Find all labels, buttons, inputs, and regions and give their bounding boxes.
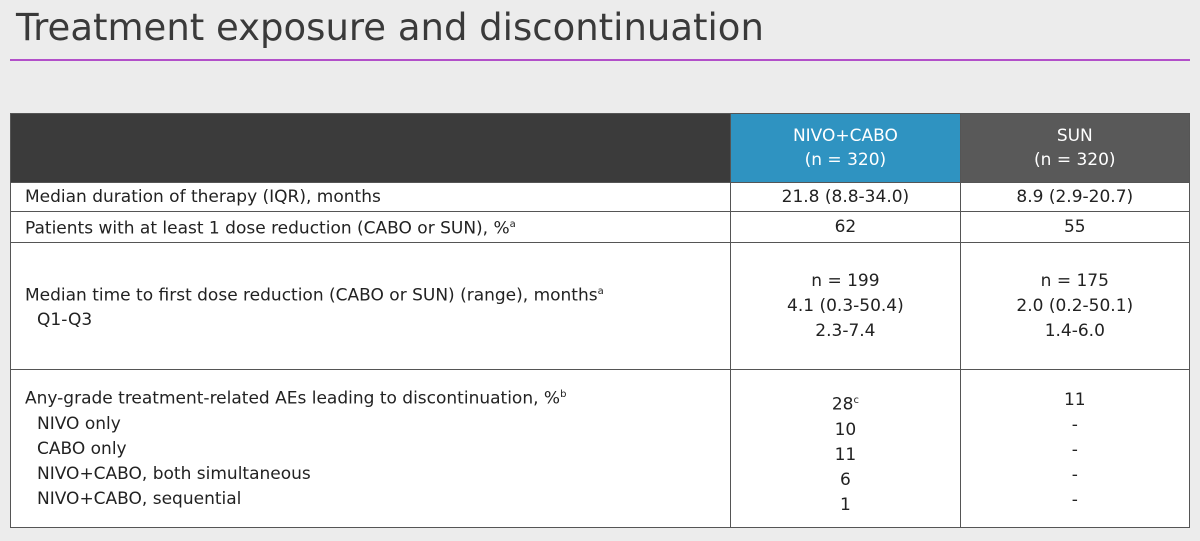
value-cell: 8.9 (2.9-20.7) <box>959 182 1191 212</box>
cell-line: 10 <box>834 419 857 440</box>
header-row: NIVO+CABO (n = 320) SUN (n = 320) <box>9 113 1191 183</box>
value-cell: 62 <box>730 211 961 243</box>
table-row: Patients with at least 1 dose reduction … <box>9 211 1191 243</box>
title-rule <box>10 59 1190 61</box>
row-label-cell: Patients with at least 1 dose reduction … <box>9 211 732 243</box>
table-row: Median duration of therapy (IQR), months… <box>9 182 1191 212</box>
column-name: SUN <box>1056 126 1093 146</box>
row-sublabel: CABO only <box>37 438 127 459</box>
cell-line: 21.8 (8.8-34.0) <box>781 186 910 207</box>
footnote-mark: b <box>560 389 567 400</box>
value-cell: 28c 10 11 6 1 <box>730 369 961 528</box>
cell-line: - <box>1071 415 1078 435</box>
row-label-text: Any-grade treatment-related AEs leading … <box>25 388 561 409</box>
column-name: NIVO+CABO <box>792 126 898 146</box>
row-sublabel: NIVO+CABO, both simultaneous <box>37 463 311 484</box>
row-label: Median time to first dose reduction (CAB… <box>25 279 716 309</box>
row-sublabel: Q1-Q3 <box>37 310 93 331</box>
data-table: NIVO+CABO (n = 320) SUN (n = 320) Median… <box>9 113 1191 528</box>
table-row: Any-grade treatment-related AEs leading … <box>9 369 1191 528</box>
cell-line: n = 199 <box>811 270 880 291</box>
cell-line: n = 175 <box>1040 270 1109 291</box>
header-cell: SUN (n = 320) <box>959 113 1191 183</box>
row-label: Any-grade treatment-related AEs leading … <box>25 382 716 412</box>
row-label-cell: Median time to first dose reduction (CAB… <box>9 242 732 370</box>
cell-line: 8.9 (2.9-20.7) <box>1016 186 1134 207</box>
header-cell: NIVO+CABO (n = 320) <box>730 113 961 183</box>
header-blank <box>9 113 732 183</box>
cell-line: 28c <box>745 388 945 418</box>
cell-line: 1 <box>839 494 851 515</box>
cell-line: - <box>1071 465 1078 485</box>
value-cell: 11 - - - - <box>959 369 1191 528</box>
row-label-text: Patients with at least 1 dose reduction … <box>25 218 510 239</box>
cell-line: 4.1 (0.3-50.4) <box>787 295 904 316</box>
row-label-text: Median duration of therapy (IQR), months <box>25 186 381 207</box>
cell-line: 2.0 (0.2-50.1) <box>1016 295 1134 316</box>
table-row: Median time to first dose reduction (CAB… <box>9 242 1191 370</box>
cell-line: 11 <box>834 444 857 465</box>
row-label-cell: Median duration of therapy (IQR), months <box>9 182 732 212</box>
row-sublabel: NIVO+CABO, sequential <box>37 488 242 509</box>
cell-text: 28 <box>831 394 854 415</box>
value-cell: n = 175 2.0 (0.2-50.1) 1.4-6.0 <box>959 242 1191 370</box>
row-label-cell: Any-grade treatment-related AEs leading … <box>9 369 732 528</box>
cell-line: 62 <box>834 216 857 237</box>
row-sublabel: NIVO only <box>37 413 121 434</box>
value-cell: 21.8 (8.8-34.0) <box>730 182 961 212</box>
slide-title: Treatment exposure and discontinuation <box>16 6 764 49</box>
cell-line: 1.4-6.0 <box>1044 320 1105 341</box>
footnote-mark: a <box>597 285 604 297</box>
footnote-mark: c <box>853 395 859 406</box>
table-body: Median duration of therapy (IQR), months… <box>9 182 1191 528</box>
cell-line: 11 <box>1063 390 1086 410</box>
cell-line: 2.3-7.4 <box>815 320 876 341</box>
column-n: (n = 320) <box>804 150 887 170</box>
value-cell: 55 <box>959 211 1191 243</box>
cell-line: - <box>1071 490 1078 510</box>
footnote-mark: a <box>509 219 516 231</box>
cell-line: 6 <box>839 469 851 490</box>
cell-line: - <box>1071 440 1078 460</box>
table-head: NIVO+CABO (n = 320) SUN (n = 320) <box>9 113 1191 183</box>
value-cell: n = 199 4.1 (0.3-50.4) 2.3-7.4 <box>730 242 961 370</box>
cell-line: 55 <box>1063 216 1086 237</box>
row-label: Median duration of therapy (IQR), months <box>25 185 716 210</box>
row-label: Patients with at least 1 dose reduction … <box>25 212 716 242</box>
column-n: (n = 320) <box>1034 150 1116 170</box>
row-label-text: Median time to first dose reduction (CAB… <box>25 285 598 306</box>
